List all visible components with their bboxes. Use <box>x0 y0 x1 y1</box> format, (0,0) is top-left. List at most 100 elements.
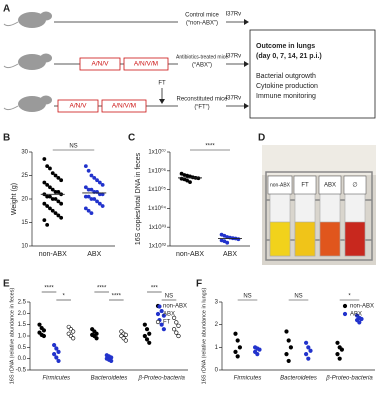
mouse <box>40 53 52 63</box>
y-tick-label: 1.0 <box>18 334 27 340</box>
data-point <box>144 327 150 332</box>
y-tick-label: 0.0 <box>18 356 27 362</box>
legend-label: non-ABX <box>163 304 187 310</box>
data-point <box>92 197 97 201</box>
data-point <box>42 180 47 185</box>
group-label: (“non-ABX”) <box>186 21 218 27</box>
outcome-days: (day 0, 7, 14, 21 p.i.) <box>256 53 322 60</box>
group-label: Antibiotics-treated mice <box>176 54 228 60</box>
data-point <box>257 347 262 352</box>
panel-label: E <box>3 279 10 290</box>
data-point <box>284 329 289 334</box>
data-point <box>123 332 128 337</box>
data-point <box>52 342 57 348</box>
data-point <box>56 199 61 204</box>
infection-label: H37Rv <box>223 54 241 60</box>
significance-label: **** <box>205 144 215 150</box>
y-tick-label: 20 <box>21 197 28 203</box>
panel-label: F <box>196 279 202 290</box>
data-point <box>56 358 61 364</box>
data-point <box>142 322 147 327</box>
data-point <box>42 218 47 223</box>
panel-label: C <box>128 133 135 144</box>
data-point <box>86 187 91 192</box>
data-point <box>142 333 147 339</box>
data-point <box>42 201 47 206</box>
data-point <box>50 197 55 201</box>
data-point <box>100 192 105 197</box>
y-tick-label: 25 <box>21 173 28 179</box>
data-point <box>59 178 64 183</box>
x-tick-label: ABX <box>223 251 237 258</box>
legend-marker <box>155 311 161 317</box>
data-point <box>174 330 179 335</box>
data-point <box>83 194 88 199</box>
outcome-title: Outcome in lungs <box>256 43 315 50</box>
group-label: (“ABX”) <box>192 63 212 69</box>
data-point <box>233 331 238 336</box>
significance-label: NS <box>243 294 251 300</box>
data-point <box>95 178 99 183</box>
x-tick-label: Bacteroidetes <box>91 376 128 382</box>
data-point <box>185 178 190 183</box>
data-point <box>176 323 181 328</box>
tube-label: ∅ <box>352 182 357 189</box>
significance-label: **** <box>112 294 122 300</box>
tube-label: ABX <box>324 183 336 189</box>
tube-label-boxes <box>267 175 367 195</box>
data-point <box>56 213 61 218</box>
data-point <box>174 320 179 325</box>
y-tick-label: 1x10⁰⁷ <box>148 149 166 156</box>
data-point <box>89 211 94 216</box>
legend-label: FT <box>163 320 171 326</box>
significance-label: * <box>62 294 65 300</box>
arrow-head <box>159 99 165 104</box>
significance-label: NS <box>69 144 77 150</box>
data-point <box>50 208 55 213</box>
x-tick-label: β-Proteo-bacteria <box>137 376 185 382</box>
significance-label: **** <box>97 286 107 292</box>
data-point <box>255 352 260 357</box>
y-tick-label: 3 <box>215 300 219 306</box>
y-tick-label: 1x10⁰⁵ <box>148 186 166 193</box>
x-tick-label: Firmicutes <box>234 376 262 382</box>
legend-label: ABX <box>163 312 175 318</box>
arrow-head <box>244 19 249 25</box>
treatment-box <box>79 57 121 71</box>
y-tick-label: 10 <box>21 244 28 250</box>
data-point <box>50 187 55 192</box>
treatment-box <box>101 99 147 113</box>
significance-label: NS <box>165 294 173 300</box>
data-point <box>45 164 50 169</box>
x-tick-label: non-ABX <box>176 251 204 258</box>
outcome-box <box>249 29 376 119</box>
data-point <box>359 316 364 322</box>
data-point <box>54 355 59 360</box>
tube-label: non-ABX <box>270 182 291 188</box>
treatment-boxes <box>57 57 169 113</box>
mouse <box>3 105 19 111</box>
data-point <box>176 333 181 339</box>
panel-label: A <box>3 4 10 15</box>
arrow-heads <box>159 19 249 109</box>
panel-d: D non-ABX FT ABX ∅ <box>258 133 376 265</box>
data-point <box>92 175 97 180</box>
legend-marker <box>342 311 348 317</box>
y-tick-label: -0.5 <box>16 368 27 374</box>
data-point <box>41 333 47 339</box>
outcome-item: Bacterial outgrowth <box>256 73 316 80</box>
panel-label: D <box>258 133 265 144</box>
x-tick-label: Firmicutes <box>42 376 70 382</box>
data-point <box>45 204 50 208</box>
transfer-label: FT <box>158 81 166 87</box>
group-label: Reconstituted mice <box>176 97 228 103</box>
x-tick-label: β-Proteo-bacteria <box>325 376 373 382</box>
mouse <box>18 54 46 70</box>
data-point <box>45 183 50 187</box>
group-label-bg <box>178 92 226 114</box>
data-point <box>161 313 166 318</box>
data-point <box>53 190 58 194</box>
data-point <box>159 308 164 314</box>
data-point <box>339 347 344 352</box>
data-point <box>306 345 311 350</box>
